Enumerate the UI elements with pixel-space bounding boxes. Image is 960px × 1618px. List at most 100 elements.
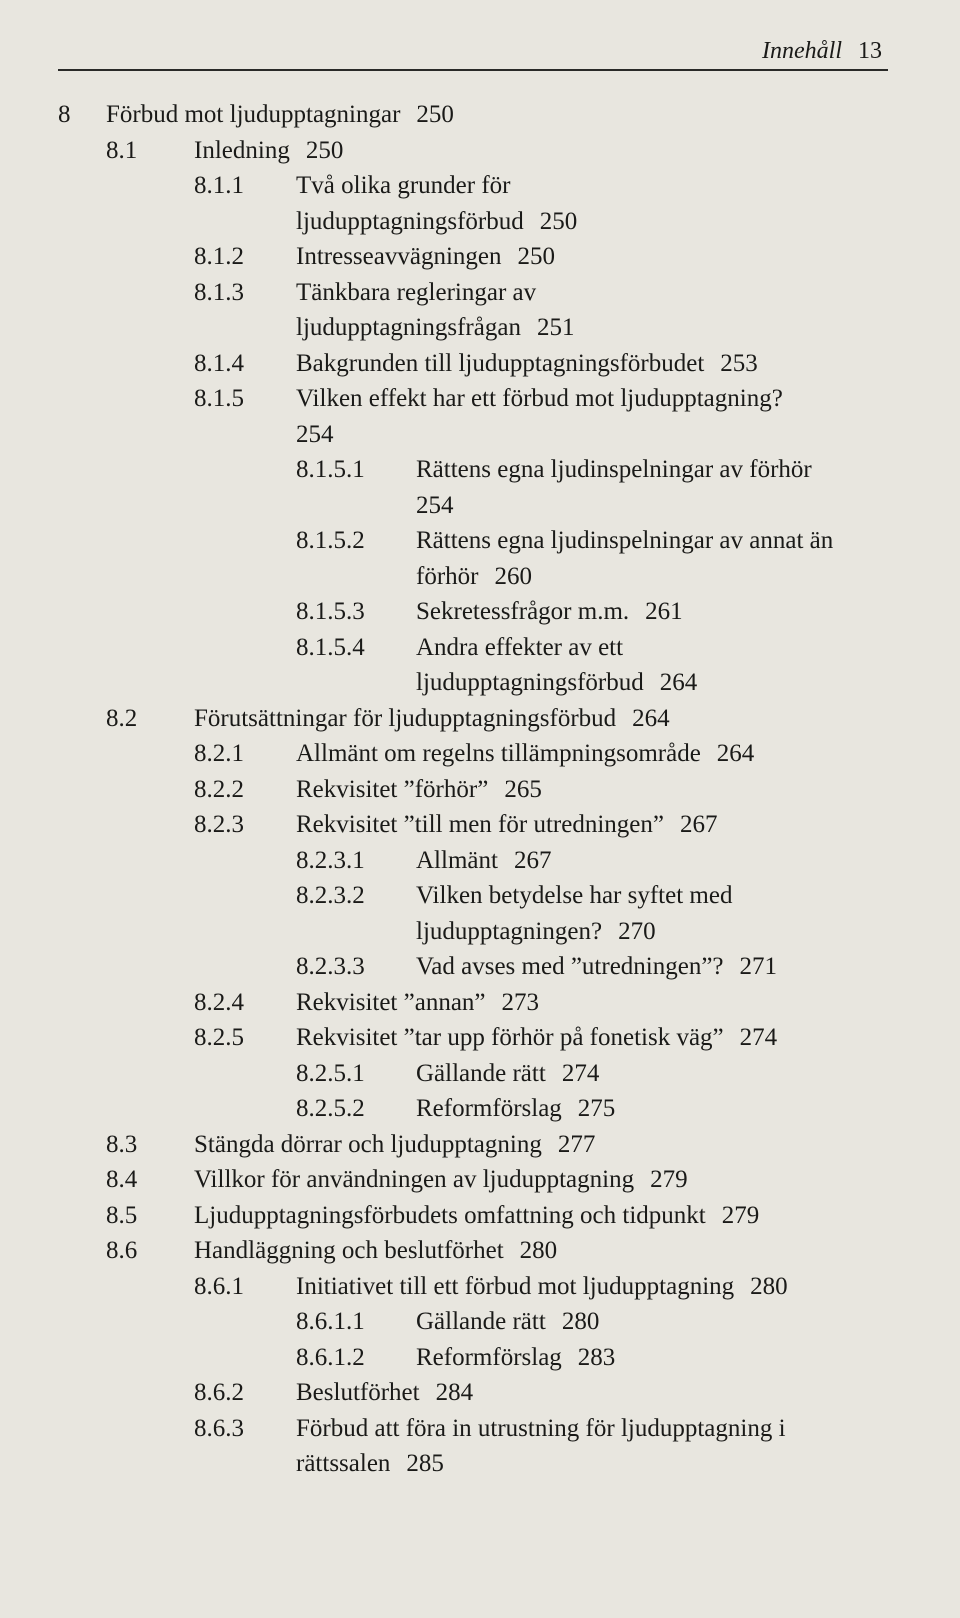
toc-number: 8.2.3.3 <box>296 949 416 985</box>
toc-page-ref: 277 <box>558 1131 596 1158</box>
toc-text: Gällande rätt280 <box>416 1304 888 1340</box>
toc-text: Tänkbara regleringar av <box>296 275 888 311</box>
toc-page-ref: 250 <box>540 208 578 235</box>
toc-line: ljudupptagningsförbud250 <box>296 204 888 240</box>
toc-text: Rekvisitet ”förhör”265 <box>296 772 888 808</box>
toc-text: rättssalen285 <box>296 1446 888 1482</box>
toc-line: 8.2.5Rekvisitet ”tar upp förhör på fonet… <box>194 1020 888 1056</box>
toc-text: 254 <box>296 417 888 453</box>
toc-line: 254 <box>416 488 888 524</box>
toc-text: Initiativet till ett förbud mot ljuduppt… <box>296 1269 888 1305</box>
toc-line: 8.2.4Rekvisitet ”annan”273 <box>194 985 888 1021</box>
toc-page-ref: 250 <box>416 101 454 128</box>
toc-number: 8.2.4 <box>194 985 296 1021</box>
toc-line: 8.2.5.1Gällande rätt274 <box>296 1056 888 1092</box>
toc-number: 8.1.5.2 <box>296 523 416 559</box>
toc-text: Allmänt267 <box>416 843 888 879</box>
toc-number: 8.2.1 <box>194 736 296 772</box>
toc-line: 8Förbud mot ljudupptagningar250 <box>58 97 888 133</box>
toc-line: 8.1.4Bakgrunden till ljudupptagningsförb… <box>194 346 888 382</box>
toc-page-ref: 271 <box>740 953 778 980</box>
toc-page-ref: 264 <box>717 740 755 767</box>
toc-text: Förbud mot ljudupptagningar250 <box>106 97 888 133</box>
toc-number: 8.5 <box>106 1198 194 1234</box>
toc-page-ref: 251 <box>537 314 575 341</box>
toc-page-ref: 253 <box>720 350 758 377</box>
toc-text: Ljudupptagningsförbudets omfattning och … <box>194 1198 888 1234</box>
toc-page: Innehåll 13 8Förbud mot ljudupptagningar… <box>0 0 960 1618</box>
toc-number: 8.1.5 <box>194 381 296 417</box>
toc-text: Beslutförhet284 <box>296 1375 888 1411</box>
toc-text: Rekvisitet ”tar upp förhör på fonetisk v… <box>296 1020 888 1056</box>
toc-line: 8.2Förutsättningar för ljudupptagningsfö… <box>106 701 888 737</box>
toc-line: 8.2.1Allmänt om regelns tillämpningsområ… <box>194 736 888 772</box>
toc-line: 8.6.2Beslutförhet284 <box>194 1375 888 1411</box>
toc-text: Andra effekter av ett <box>416 630 888 666</box>
toc-number: 8.1.4 <box>194 346 296 382</box>
toc-line: 8.3Stängda dörrar och ljudupptagning277 <box>106 1127 888 1163</box>
toc-page-ref: 261 <box>645 598 683 625</box>
toc-page-ref: 280 <box>562 1308 600 1335</box>
toc-number: 8.1.1 <box>194 168 296 204</box>
toc-line: 8.2.3.1Allmänt267 <box>296 843 888 879</box>
toc-line: 8.1.3Tänkbara regleringar av <box>194 275 888 311</box>
toc-line: 8.2.3Rekvisitet ”till men för utredninge… <box>194 807 888 843</box>
toc-line: 8.1.5.4Andra effekter av ett <box>296 630 888 666</box>
toc-body: 8Förbud mot ljudupptagningar2508.1Inledn… <box>58 97 888 1482</box>
toc-number: 8.6.3 <box>194 1411 296 1447</box>
toc-text: Rättens egna ljudinspelningar av annat ä… <box>416 523 888 559</box>
toc-line: förhör260 <box>416 559 888 595</box>
running-head-page: 13 <box>858 38 882 64</box>
toc-line: ljudupptagningsfrågan251 <box>296 310 888 346</box>
toc-number: 8.1 <box>106 133 194 169</box>
toc-number: 8 <box>58 97 106 133</box>
toc-line: 8.6.1Initiativet till ett förbud mot lju… <box>194 1269 888 1305</box>
toc-line: 8.1.1Två olika grunder för <box>194 168 888 204</box>
toc-text: Inledning250 <box>194 133 888 169</box>
toc-page-ref: 264 <box>660 669 698 696</box>
toc-page-ref: 273 <box>502 989 540 1016</box>
toc-number: 8.1.5.1 <box>296 452 416 488</box>
toc-page-ref: 274 <box>740 1024 778 1051</box>
toc-number: 8.2.3.1 <box>296 843 416 879</box>
toc-line: 8.6.1.2Reformförslag283 <box>296 1340 888 1376</box>
toc-page-ref: 260 <box>494 563 532 590</box>
toc-number: 8.2.5.1 <box>296 1056 416 1092</box>
toc-page-ref: 283 <box>578 1344 616 1371</box>
toc-line: 8.1.5.1Rättens egna ljudinspelningar av … <box>296 452 888 488</box>
toc-text: Förutsättningar för ljudupptagningsförbu… <box>194 701 888 737</box>
header-rule <box>58 69 888 71</box>
toc-number: 8.1.5.3 <box>296 594 416 630</box>
toc-line: 8.2.2Rekvisitet ”förhör”265 <box>194 772 888 808</box>
toc-page-ref: 279 <box>722 1202 760 1229</box>
toc-page-ref: 267 <box>680 811 718 838</box>
toc-text: Gällande rätt274 <box>416 1056 888 1092</box>
toc-text: förhör260 <box>416 559 888 595</box>
toc-line: 8.1.5.3Sekretessfrågor m.m.261 <box>296 594 888 630</box>
toc-page-ref: 275 <box>578 1095 616 1122</box>
toc-text: Två olika grunder för <box>296 168 888 204</box>
toc-number: 8.6.1.2 <box>296 1340 416 1376</box>
toc-page-ref: 270 <box>618 918 656 945</box>
toc-number: 8.1.3 <box>194 275 296 311</box>
toc-number: 8.2.5.2 <box>296 1091 416 1127</box>
toc-line: 8.6.3Förbud att föra in utrustning för l… <box>194 1411 888 1447</box>
toc-page-ref: 250 <box>517 243 555 270</box>
toc-line: 8.5Ljudupptagningsförbudets omfattning o… <box>106 1198 888 1234</box>
toc-line: ljudupptagningen?270 <box>416 914 888 950</box>
toc-number: 8.6.1.1 <box>296 1304 416 1340</box>
toc-page-ref: 267 <box>514 847 552 874</box>
toc-page-ref: 280 <box>520 1237 558 1264</box>
toc-page-ref: 250 <box>306 137 344 164</box>
toc-line: 8.1.5.2Rättens egna ljudinspelningar av … <box>296 523 888 559</box>
toc-text: Vad avses med ”utredningen”?271 <box>416 949 888 985</box>
toc-line: 8.4Villkor för användningen av ljuduppta… <box>106 1162 888 1198</box>
toc-text: Bakgrunden till ljudupptagningsförbudet2… <box>296 346 888 382</box>
toc-line: 8.2.3.3Vad avses med ”utredningen”?271 <box>296 949 888 985</box>
toc-text: ljudupptagningsförbud250 <box>296 204 888 240</box>
toc-page-ref: 279 <box>650 1166 688 1193</box>
running-head-label: Innehåll <box>762 38 842 64</box>
toc-line: 8.2.3.2Vilken betydelse har syftet med <box>296 878 888 914</box>
toc-text: Vilken betydelse har syftet med <box>416 878 888 914</box>
toc-line: 8.6Handläggning och beslutförhet280 <box>106 1233 888 1269</box>
